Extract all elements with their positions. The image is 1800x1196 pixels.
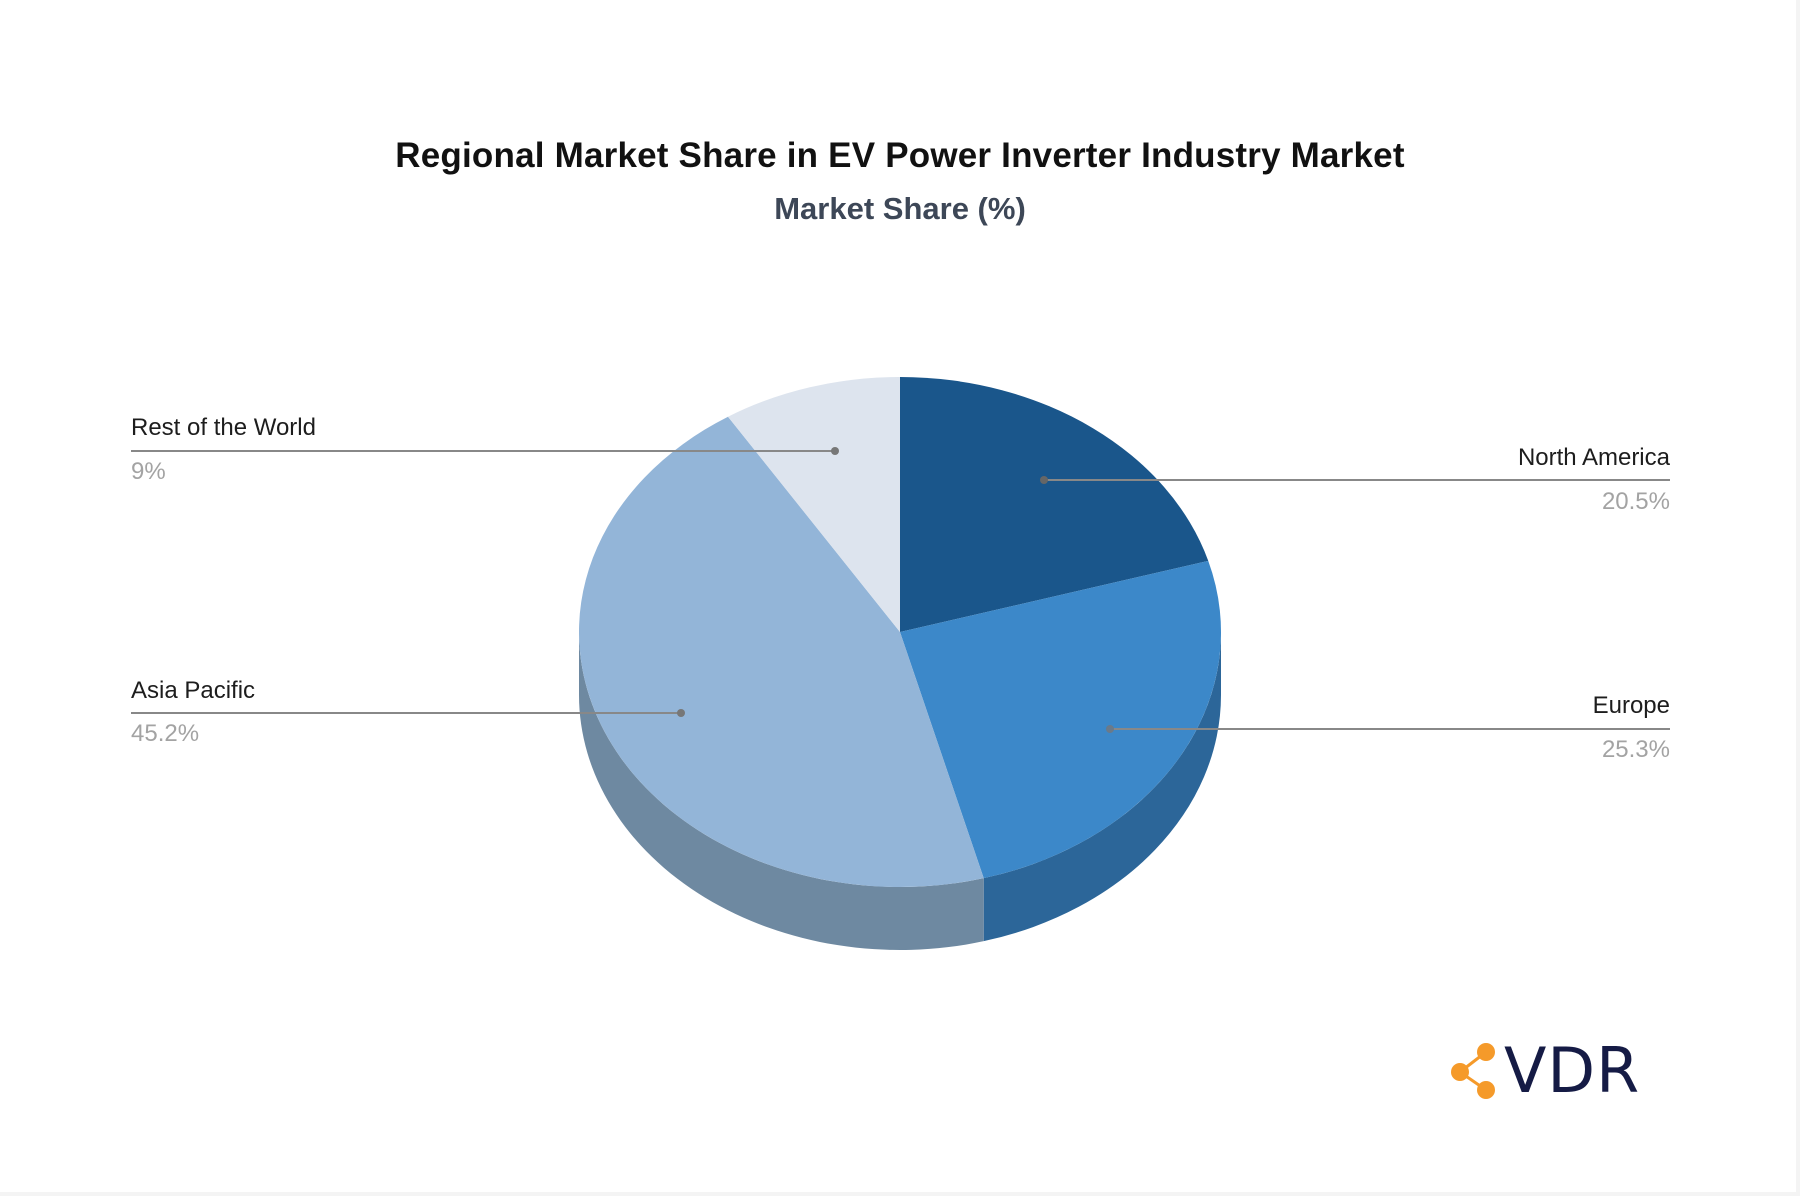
pie-side-asia-pacific	[579, 632, 984, 951]
vdr-logo: VDR	[1448, 1034, 1648, 1107]
leader-dot-north-america	[1040, 476, 1048, 484]
label-rest-of-world: Rest of the World	[131, 414, 316, 441]
label-europe: Europe	[1592, 692, 1670, 719]
pie-slice-north-america[interactable]	[900, 377, 1209, 632]
pie-slice-europe[interactable]	[900, 560, 1221, 879]
label-asia-pacific: Asia Pacific	[131, 677, 256, 704]
label-north-america: North America	[1517, 444, 1670, 471]
pie-top-face	[578, 377, 1221, 887]
chart-subtitle: Market Share (%)	[774, 191, 1026, 226]
value-rest-of-world: 9%	[131, 458, 166, 485]
chart-title: Regional Market Share in EV Power Invert…	[395, 136, 1405, 175]
logo-text: VDR	[1504, 1034, 1641, 1107]
pie-side-walls	[579, 632, 1221, 951]
pie-slice-asia-pacific[interactable]	[578, 416, 984, 887]
value-asia-pacific: 45.2%	[131, 720, 200, 747]
value-north-america: 20.5%	[1601, 488, 1670, 515]
leader-dot-rest-of-world	[831, 447, 839, 455]
leader-lines	[131, 447, 1670, 733]
pie-side-europe	[983, 632, 1221, 942]
pie-slice-rest-of-world[interactable]	[727, 377, 900, 632]
leader-dot-europe	[1106, 725, 1114, 733]
value-europe: 25.3%	[1601, 736, 1670, 763]
share-network-icon	[1451, 1043, 1495, 1099]
leader-dot-asia-pacific	[677, 709, 685, 717]
